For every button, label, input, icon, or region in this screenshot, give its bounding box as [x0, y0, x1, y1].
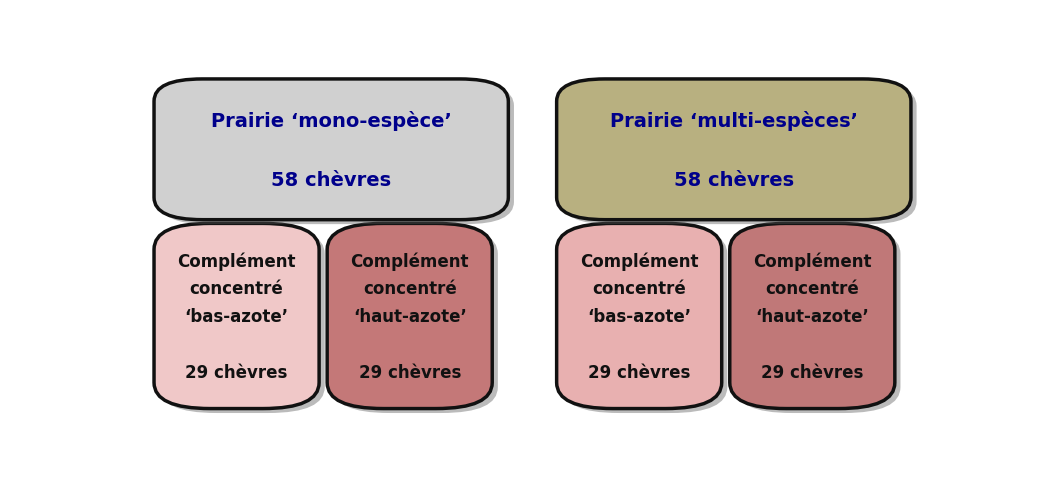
FancyBboxPatch shape — [562, 228, 727, 413]
Text: Complément
concentré
‘haut-azote’

29 chèvres: Complément concentré ‘haut-azote’ 29 chè… — [350, 252, 469, 381]
Text: Prairie ‘multi-espèces’

58 chèvres: Prairie ‘multi-espèces’ 58 chèvres — [610, 110, 858, 190]
Text: Complément
concentré
‘bas-azote’

29 chèvres: Complément concentré ‘bas-azote’ 29 chèv… — [580, 252, 698, 381]
FancyBboxPatch shape — [154, 80, 508, 220]
Text: Prairie ‘mono-espèce’

58 chèvres: Prairie ‘mono-espèce’ 58 chèvres — [211, 110, 452, 190]
FancyBboxPatch shape — [729, 224, 895, 409]
FancyBboxPatch shape — [154, 224, 319, 409]
FancyBboxPatch shape — [736, 228, 901, 413]
Text: Complément
concentré
‘bas-azote’

29 chèvres: Complément concentré ‘bas-azote’ 29 chèv… — [178, 252, 296, 381]
Text: Complément
concentré
‘haut-azote’

29 chèvres: Complément concentré ‘haut-azote’ 29 chè… — [753, 252, 872, 381]
FancyBboxPatch shape — [332, 228, 498, 413]
FancyBboxPatch shape — [557, 80, 911, 220]
FancyBboxPatch shape — [327, 224, 492, 409]
FancyBboxPatch shape — [160, 228, 325, 413]
FancyBboxPatch shape — [160, 84, 514, 225]
FancyBboxPatch shape — [562, 84, 916, 225]
FancyBboxPatch shape — [557, 224, 722, 409]
